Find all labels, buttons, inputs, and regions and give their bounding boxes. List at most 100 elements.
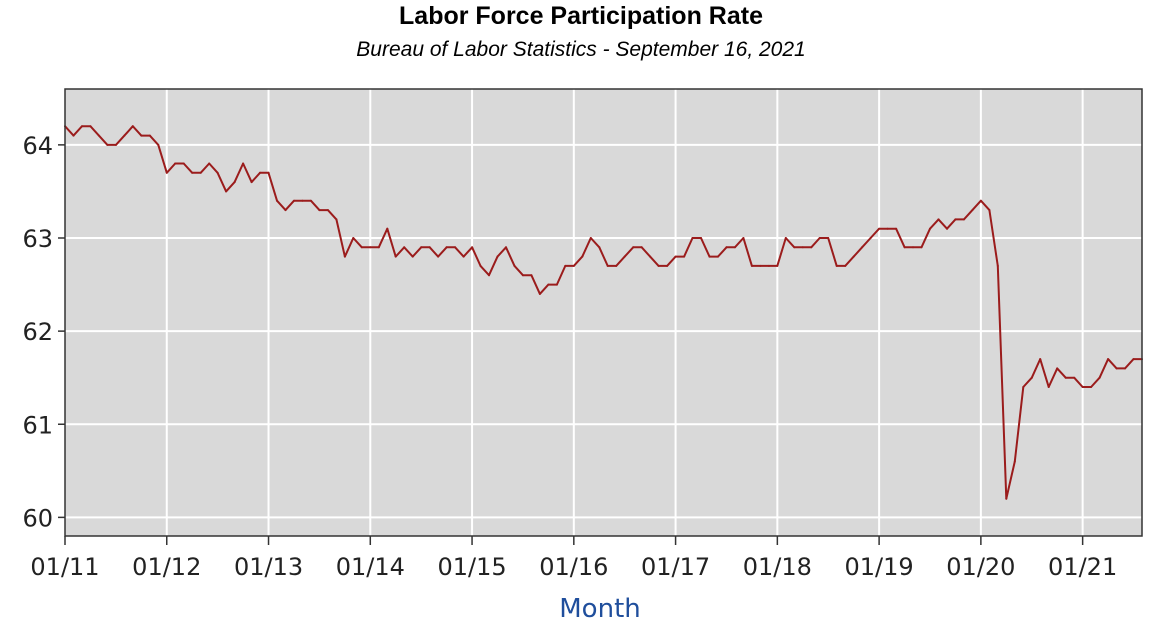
data-point <box>97 134 100 137</box>
data-point <box>318 209 321 212</box>
data-point <box>895 227 898 230</box>
plot-frame <box>64 88 1143 537</box>
data-point <box>513 264 516 267</box>
data-point <box>1132 358 1135 361</box>
data-point <box>250 181 253 184</box>
data-point <box>276 199 278 202</box>
data-point <box>547 283 550 286</box>
data-point <box>632 246 635 249</box>
x-axis-label: Month <box>559 594 641 624</box>
data-point <box>920 246 923 249</box>
data-point <box>1107 358 1110 361</box>
data-point <box>140 134 143 137</box>
data-point <box>937 218 940 221</box>
x-tick-label: 01/14 <box>336 553 405 581</box>
data-point <box>912 246 914 249</box>
chart-subtitle: Bureau of Labor Statistics - September 1… <box>356 38 806 61</box>
data-point <box>72 134 75 137</box>
data-point <box>623 255 626 258</box>
data-point <box>700 237 702 239</box>
data-point <box>208 162 211 165</box>
data-point <box>606 264 609 267</box>
data-point <box>89 125 92 128</box>
data-point <box>335 218 338 221</box>
data-point <box>717 255 719 258</box>
data-point <box>564 264 567 267</box>
data-point <box>793 246 796 249</box>
data-point <box>946 227 948 230</box>
data-point <box>572 264 575 267</box>
data-point <box>471 246 474 249</box>
data-point <box>971 209 974 212</box>
data-point <box>767 264 770 267</box>
data-point <box>555 283 558 286</box>
data-point <box>683 255 686 258</box>
data-point <box>835 264 838 267</box>
data-point <box>343 255 346 258</box>
data-point <box>598 246 601 249</box>
data-point <box>428 246 431 249</box>
data-point <box>182 162 185 165</box>
data-point <box>242 162 245 165</box>
data-point <box>996 264 999 267</box>
data-point <box>640 246 643 249</box>
data-point <box>759 264 762 267</box>
data-point <box>505 246 507 249</box>
data-point <box>827 237 830 239</box>
data-point <box>106 143 109 146</box>
data-point <box>123 134 126 137</box>
data-point <box>369 246 372 249</box>
data-point <box>1022 386 1025 388</box>
data-point <box>861 246 864 249</box>
data-point <box>454 246 457 249</box>
data-point <box>1098 376 1101 379</box>
data-point <box>114 143 117 146</box>
data-point <box>801 246 804 249</box>
data-point <box>1056 367 1059 370</box>
data-point <box>1081 386 1084 388</box>
data-point <box>437 255 440 258</box>
x-tick-label: 01/12 <box>132 553 201 581</box>
data-point <box>750 264 753 267</box>
data-point <box>293 199 295 202</box>
data-point <box>131 125 134 128</box>
data-point <box>725 246 728 249</box>
data-point <box>1039 358 1042 361</box>
data-point <box>1047 386 1050 388</box>
x-tick-label: 01/13 <box>234 553 303 581</box>
data-point <box>818 237 821 239</box>
series-layer <box>64 125 1143 500</box>
data-point <box>233 181 236 184</box>
data-point <box>225 190 228 193</box>
data-point <box>488 274 490 277</box>
data-point <box>445 246 448 249</box>
data-point <box>1005 497 1008 500</box>
y-tick-label: 63 <box>22 225 53 253</box>
y-axis-ticks: 64 63 62 61 60 <box>22 132 65 532</box>
data-point <box>157 143 160 146</box>
data-point <box>844 264 847 267</box>
data-point <box>886 227 889 230</box>
data-point <box>1073 376 1076 379</box>
data-point <box>326 209 329 212</box>
data-point <box>954 218 957 221</box>
y-tick-label: 64 <box>22 132 53 160</box>
series-line <box>64 125 1142 500</box>
x-tick-label: 01/20 <box>946 553 1015 581</box>
data-point <box>284 209 287 212</box>
chart-title: Labor Force Participation Rate <box>399 2 763 30</box>
data-point <box>1124 367 1126 370</box>
series-points <box>64 125 1143 500</box>
vertical-gridlines <box>165 89 1084 536</box>
plot-area <box>65 89 1142 536</box>
x-tick-label: 01/18 <box>743 553 812 581</box>
x-axis-ticks: 01/11 01/12 01/13 01/14 01/15 01/16 01/17 01/18… <box>30 536 1117 581</box>
x-tick-label: 01/19 <box>845 553 914 581</box>
horizontal-gridlines <box>65 143 1142 519</box>
data-point <box>988 209 991 212</box>
data-point <box>615 264 618 267</box>
data-point <box>1115 367 1118 370</box>
data-point <box>259 171 261 174</box>
data-point <box>360 246 363 249</box>
